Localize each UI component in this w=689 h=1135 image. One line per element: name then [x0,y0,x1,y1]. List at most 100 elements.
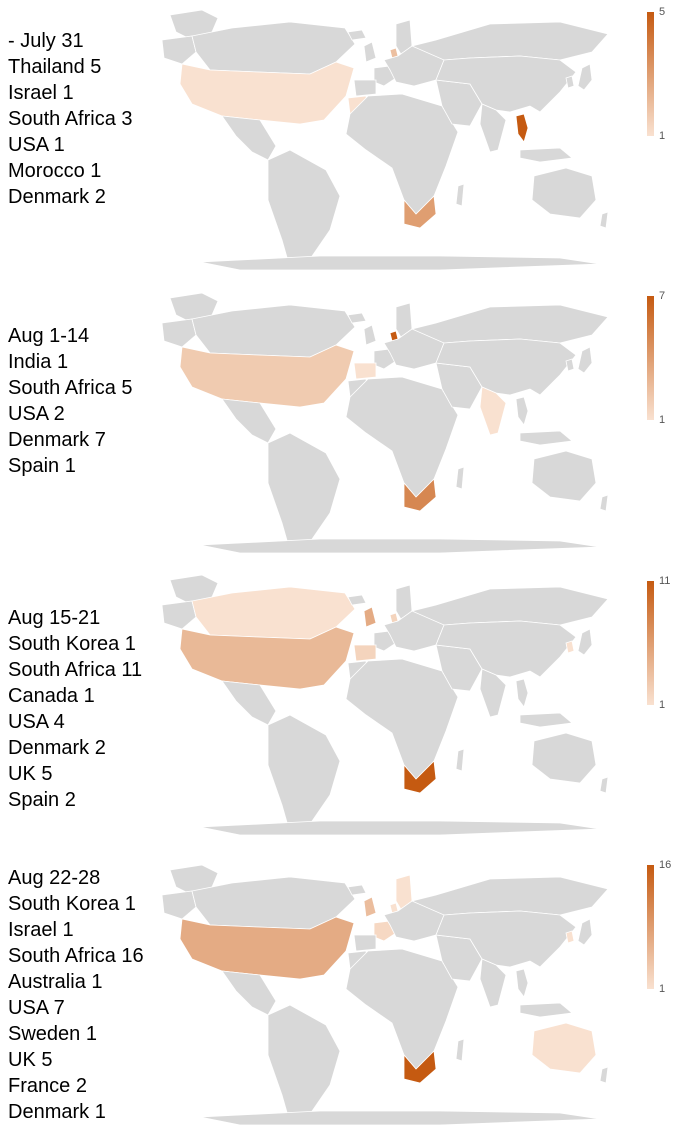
list-item: Morocco 1 [8,160,102,182]
list-item: Israel 1 [8,82,74,104]
country-antarctica [199,1110,601,1125]
color-legend-2: 7 1 [647,290,687,426]
period-label-2: Aug 1-14 [8,325,90,347]
list-item: South Korea 1 [8,893,136,915]
country-uk [363,41,377,63]
country-japan [577,63,593,91]
list-item: USA 1 [8,134,65,156]
country-asia [435,55,577,113]
country-south-africa [403,760,437,794]
country-indonesia [519,430,573,446]
country-uk [363,896,377,918]
country-spain [353,79,377,97]
case-list-4: Aug 22-28 South Korea 1 Israel 1 South A… [8,865,144,1125]
country-africa [345,658,459,780]
country-south-korea [565,358,575,372]
country-madagascar [455,183,465,207]
list-item: South Africa 16 [8,945,144,967]
legend-gradient-bar [647,296,654,420]
country-antarctica [199,820,601,835]
country-madagascar [455,1038,465,1062]
country-south-america [267,714,341,834]
country-australia [531,167,597,219]
legend-min: 1 [659,699,666,711]
country-new-zealand [599,211,609,229]
list-item: Thailand 5 [8,56,102,78]
list-item: USA 7 [8,997,65,1019]
period-label-1: - July 31 [8,30,84,52]
country-new-zealand [599,776,609,794]
legend-min: 1 [659,414,666,426]
country-alaska [161,35,197,65]
list-item: Sweden 1 [8,1023,97,1045]
country-south-korea [565,75,575,89]
legend-min: 1 [659,983,666,995]
map-panel-3: Aug 15-21 South Korea 1 South Africa 11 … [0,565,689,835]
legend-max: 5 [659,6,666,18]
country-new-zealand [599,494,609,512]
country-alaska [161,890,197,920]
country-alaska [161,318,197,348]
country-south-korea [565,640,575,654]
list-item: Canada 1 [8,685,95,707]
country-south-america [267,1004,341,1124]
legend-min: 1 [659,130,666,142]
legend-gradient-bar [647,12,654,136]
country-antarctica [199,255,601,270]
country-spain [353,644,377,662]
country-usa [179,344,355,408]
list-item: South Korea 1 [8,633,136,655]
country-india [479,668,507,718]
world-map-3 [161,574,609,835]
list-item: South Africa 11 [8,659,143,681]
list-item: USA 4 [8,711,65,733]
country-india [479,103,507,153]
list-item: USA 2 [8,403,65,425]
country-central-america [221,115,277,161]
country-usa [179,916,355,980]
country-russia [410,586,609,626]
list-item: Israel 1 [8,919,74,941]
country-india [479,958,507,1008]
color-legend-3: 11 1 [647,575,687,711]
country-japan [577,346,593,374]
country-africa [345,948,459,1070]
country-madagascar [455,748,465,772]
country-thailand [515,678,529,708]
list-item: UK 5 [8,763,53,785]
list-item: India 1 [8,351,69,373]
list-item: South Africa 3 [8,108,133,130]
country-thailand [515,396,529,426]
country-spain [353,934,377,952]
country-antarctica [199,538,601,553]
country-australia [531,732,597,784]
case-list-3: Aug 15-21 South Korea 1 South Africa 11 … [8,605,142,813]
world-map-2 [161,292,609,553]
country-iceland [347,884,367,896]
list-item: France 2 [8,1075,87,1097]
legend-gradient-bar [647,581,654,705]
country-central-america [221,680,277,726]
country-russia [410,304,609,344]
list-item: Australia 1 [8,971,103,993]
map-panel-2: Aug 1-14 India 1 South Africa 5 USA 2 De… [0,283,689,553]
case-list-1: - July 31 Thailand 5 Israel 1 South Afri… [8,28,133,210]
country-iceland [347,312,367,324]
country-south-korea [565,930,575,944]
country-south-america [267,149,341,269]
legend-max: 11 [659,575,671,587]
country-south-africa [403,478,437,512]
country-usa [179,61,355,125]
legend-max: 16 [659,859,672,871]
country-uk [363,324,377,346]
list-item: Denmark 1 [8,1101,106,1123]
country-south-africa [403,195,437,229]
country-thailand [515,968,529,998]
country-australia [531,1022,597,1074]
list-item: Spain 1 [8,455,76,477]
world-map-4 [161,864,609,1125]
country-asia [435,910,577,968]
country-africa [345,93,459,215]
list-item: South Africa 5 [8,377,133,399]
country-usa [179,626,355,690]
